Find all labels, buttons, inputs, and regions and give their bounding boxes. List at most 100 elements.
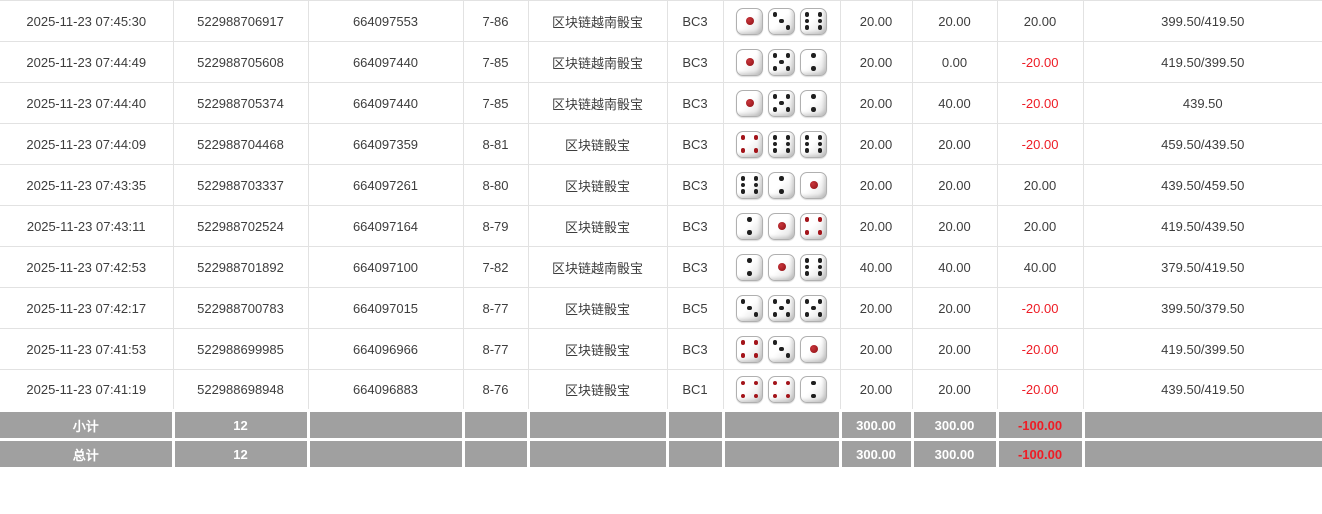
subtotal-win-loss: -100.00 (995, 409, 1085, 441)
die-2-icon (800, 376, 827, 403)
bet-amount-link[interactable]: 20.00 (839, 287, 913, 329)
table-row: 2025-11-23 07:44:09 522988704468 6640973… (0, 123, 1322, 165)
bet-time-cell: 2025-11-23 07:41:19 (0, 369, 174, 411)
bet-code-cell: BC3 (666, 123, 724, 165)
bet-amount-link[interactable]: 20.00 (839, 328, 913, 370)
dice-result-icons (726, 89, 838, 117)
total-empty-cell (721, 438, 842, 470)
table-row: 2025-11-23 07:43:35 522988703337 6640972… (0, 164, 1322, 206)
bet-amount-link[interactable]: 20.00 (839, 369, 913, 411)
bet-amount-link[interactable]: 20.00 (839, 0, 913, 42)
bet-amount-link[interactable]: 20.00 (839, 82, 913, 124)
valid-amount-cell: 0.00 (911, 41, 998, 83)
dice-result-cell (722, 0, 841, 42)
die-2-icon (736, 212, 763, 240)
balance-cell: 439.50 (1082, 82, 1322, 124)
bet-code-cell: BC5 (666, 287, 724, 329)
dice-result-cell (722, 123, 841, 165)
bet-code-cell: BC3 (666, 164, 724, 206)
round-cell: 8-80 (462, 164, 529, 206)
bet-amount-link[interactable]: 40.00 (839, 246, 913, 288)
dice-result-cell (722, 369, 841, 411)
die-3-icon (736, 294, 763, 322)
dice-result-icons (726, 335, 838, 363)
total-win-loss: -100.00 (995, 438, 1085, 470)
table-row: 2025-11-23 07:41:53 522988699985 6640969… (0, 328, 1322, 370)
total-empty-cell (665, 438, 725, 470)
dice-result-icons (726, 253, 838, 281)
order-no-cell: 522988699985 (172, 328, 309, 370)
order-no-cell: 522988698948 (172, 369, 309, 411)
dice-result-icons (726, 294, 838, 322)
order-no-cell: 522988705608 (172, 41, 309, 83)
draw-no-cell: 664097015 (307, 287, 464, 329)
draw-no-cell: 664097164 (307, 205, 464, 247)
round-cell: 8-77 (462, 328, 529, 370)
balance-cell: 379.50/419.50 (1082, 246, 1322, 288)
die-2-icon (768, 171, 795, 199)
draw-no-cell: 664097100 (307, 246, 464, 288)
balance-cell: 399.50/419.50 (1082, 0, 1322, 42)
dice-result-cell (722, 287, 841, 329)
subtotal-label: 小计 (0, 409, 175, 441)
bet-code-cell: BC3 (666, 246, 724, 288)
game-name-cell: 区块链越南骰宝 (527, 41, 668, 83)
bet-amount-link[interactable]: 20.00 (839, 164, 913, 206)
draw-no-cell: 664096883 (307, 369, 464, 411)
balance-cell: 419.50/399.50 (1082, 328, 1322, 370)
die-6-icon (800, 7, 827, 35)
total-row: 总计 12 300.00 300.00 -100.00 (0, 438, 1322, 470)
die-1-icon (800, 335, 827, 363)
subtotal-empty-cell (665, 409, 725, 441)
bet-time-cell: 2025-11-23 07:43:11 (0, 205, 174, 247)
win-loss-cell: 40.00 (996, 246, 1084, 288)
bet-code-cell: BC3 (666, 0, 724, 42)
bet-time-cell: 2025-11-23 07:44:40 (0, 82, 174, 124)
bet-time-cell: 2025-11-23 07:42:17 (0, 287, 174, 329)
subtotal-empty-cell (721, 409, 842, 441)
win-loss-cell: 20.00 (996, 205, 1084, 247)
die-1-icon (800, 171, 827, 199)
bet-code-cell: BC3 (666, 328, 724, 370)
valid-amount-cell: 20.00 (911, 328, 998, 370)
valid-amount-cell: 20.00 (911, 205, 998, 247)
bet-code-cell: BC3 (666, 41, 724, 83)
valid-amount-cell: 20.00 (911, 0, 998, 42)
game-name-cell: 区块链越南骰宝 (527, 246, 668, 288)
dice-result-cell (722, 328, 841, 370)
game-name-cell: 区块链越南骰宝 (527, 82, 668, 124)
dice-result-icons (726, 212, 838, 240)
die-1-icon (736, 48, 763, 76)
win-loss-cell: -20.00 (996, 287, 1084, 329)
game-name-cell: 区块链骰宝 (527, 123, 668, 165)
total-bet-amount: 300.00 (838, 438, 914, 470)
dice-result-cell (722, 205, 841, 247)
bet-amount-link[interactable]: 20.00 (839, 205, 913, 247)
draw-no-cell: 664097261 (307, 164, 464, 206)
die-3-icon (768, 7, 795, 35)
bet-amount-link[interactable]: 20.00 (839, 41, 913, 83)
order-no-cell: 522988705374 (172, 82, 309, 124)
game-name-cell: 区块链越南骰宝 (527, 0, 668, 42)
bet-amount-link[interactable]: 20.00 (839, 123, 913, 165)
subtotal-empty-cell (461, 409, 530, 441)
draw-no-cell: 664097359 (307, 123, 464, 165)
valid-amount-cell: 20.00 (911, 369, 998, 411)
subtotal-empty-cell (306, 409, 465, 441)
die-5-icon (768, 89, 795, 117)
die-4-icon (736, 130, 763, 158)
win-loss-cell: 20.00 (996, 0, 1084, 42)
total-valid-amount: 300.00 (910, 438, 999, 470)
total-empty-cell (306, 438, 465, 470)
total-label: 总计 (0, 438, 175, 470)
die-6-icon (736, 171, 763, 199)
subtotal-count: 12 (171, 409, 310, 441)
total-count: 12 (171, 438, 310, 470)
subtotal-row: 小计 12 300.00 300.00 -100.00 (0, 409, 1322, 441)
dice-result-icons (726, 48, 838, 76)
game-name-cell: 区块链骰宝 (527, 205, 668, 247)
round-cell: 7-86 (462, 0, 529, 42)
dice-result-cell (722, 164, 841, 206)
bet-time-cell: 2025-11-23 07:44:49 (0, 41, 174, 83)
round-cell: 8-81 (462, 123, 529, 165)
